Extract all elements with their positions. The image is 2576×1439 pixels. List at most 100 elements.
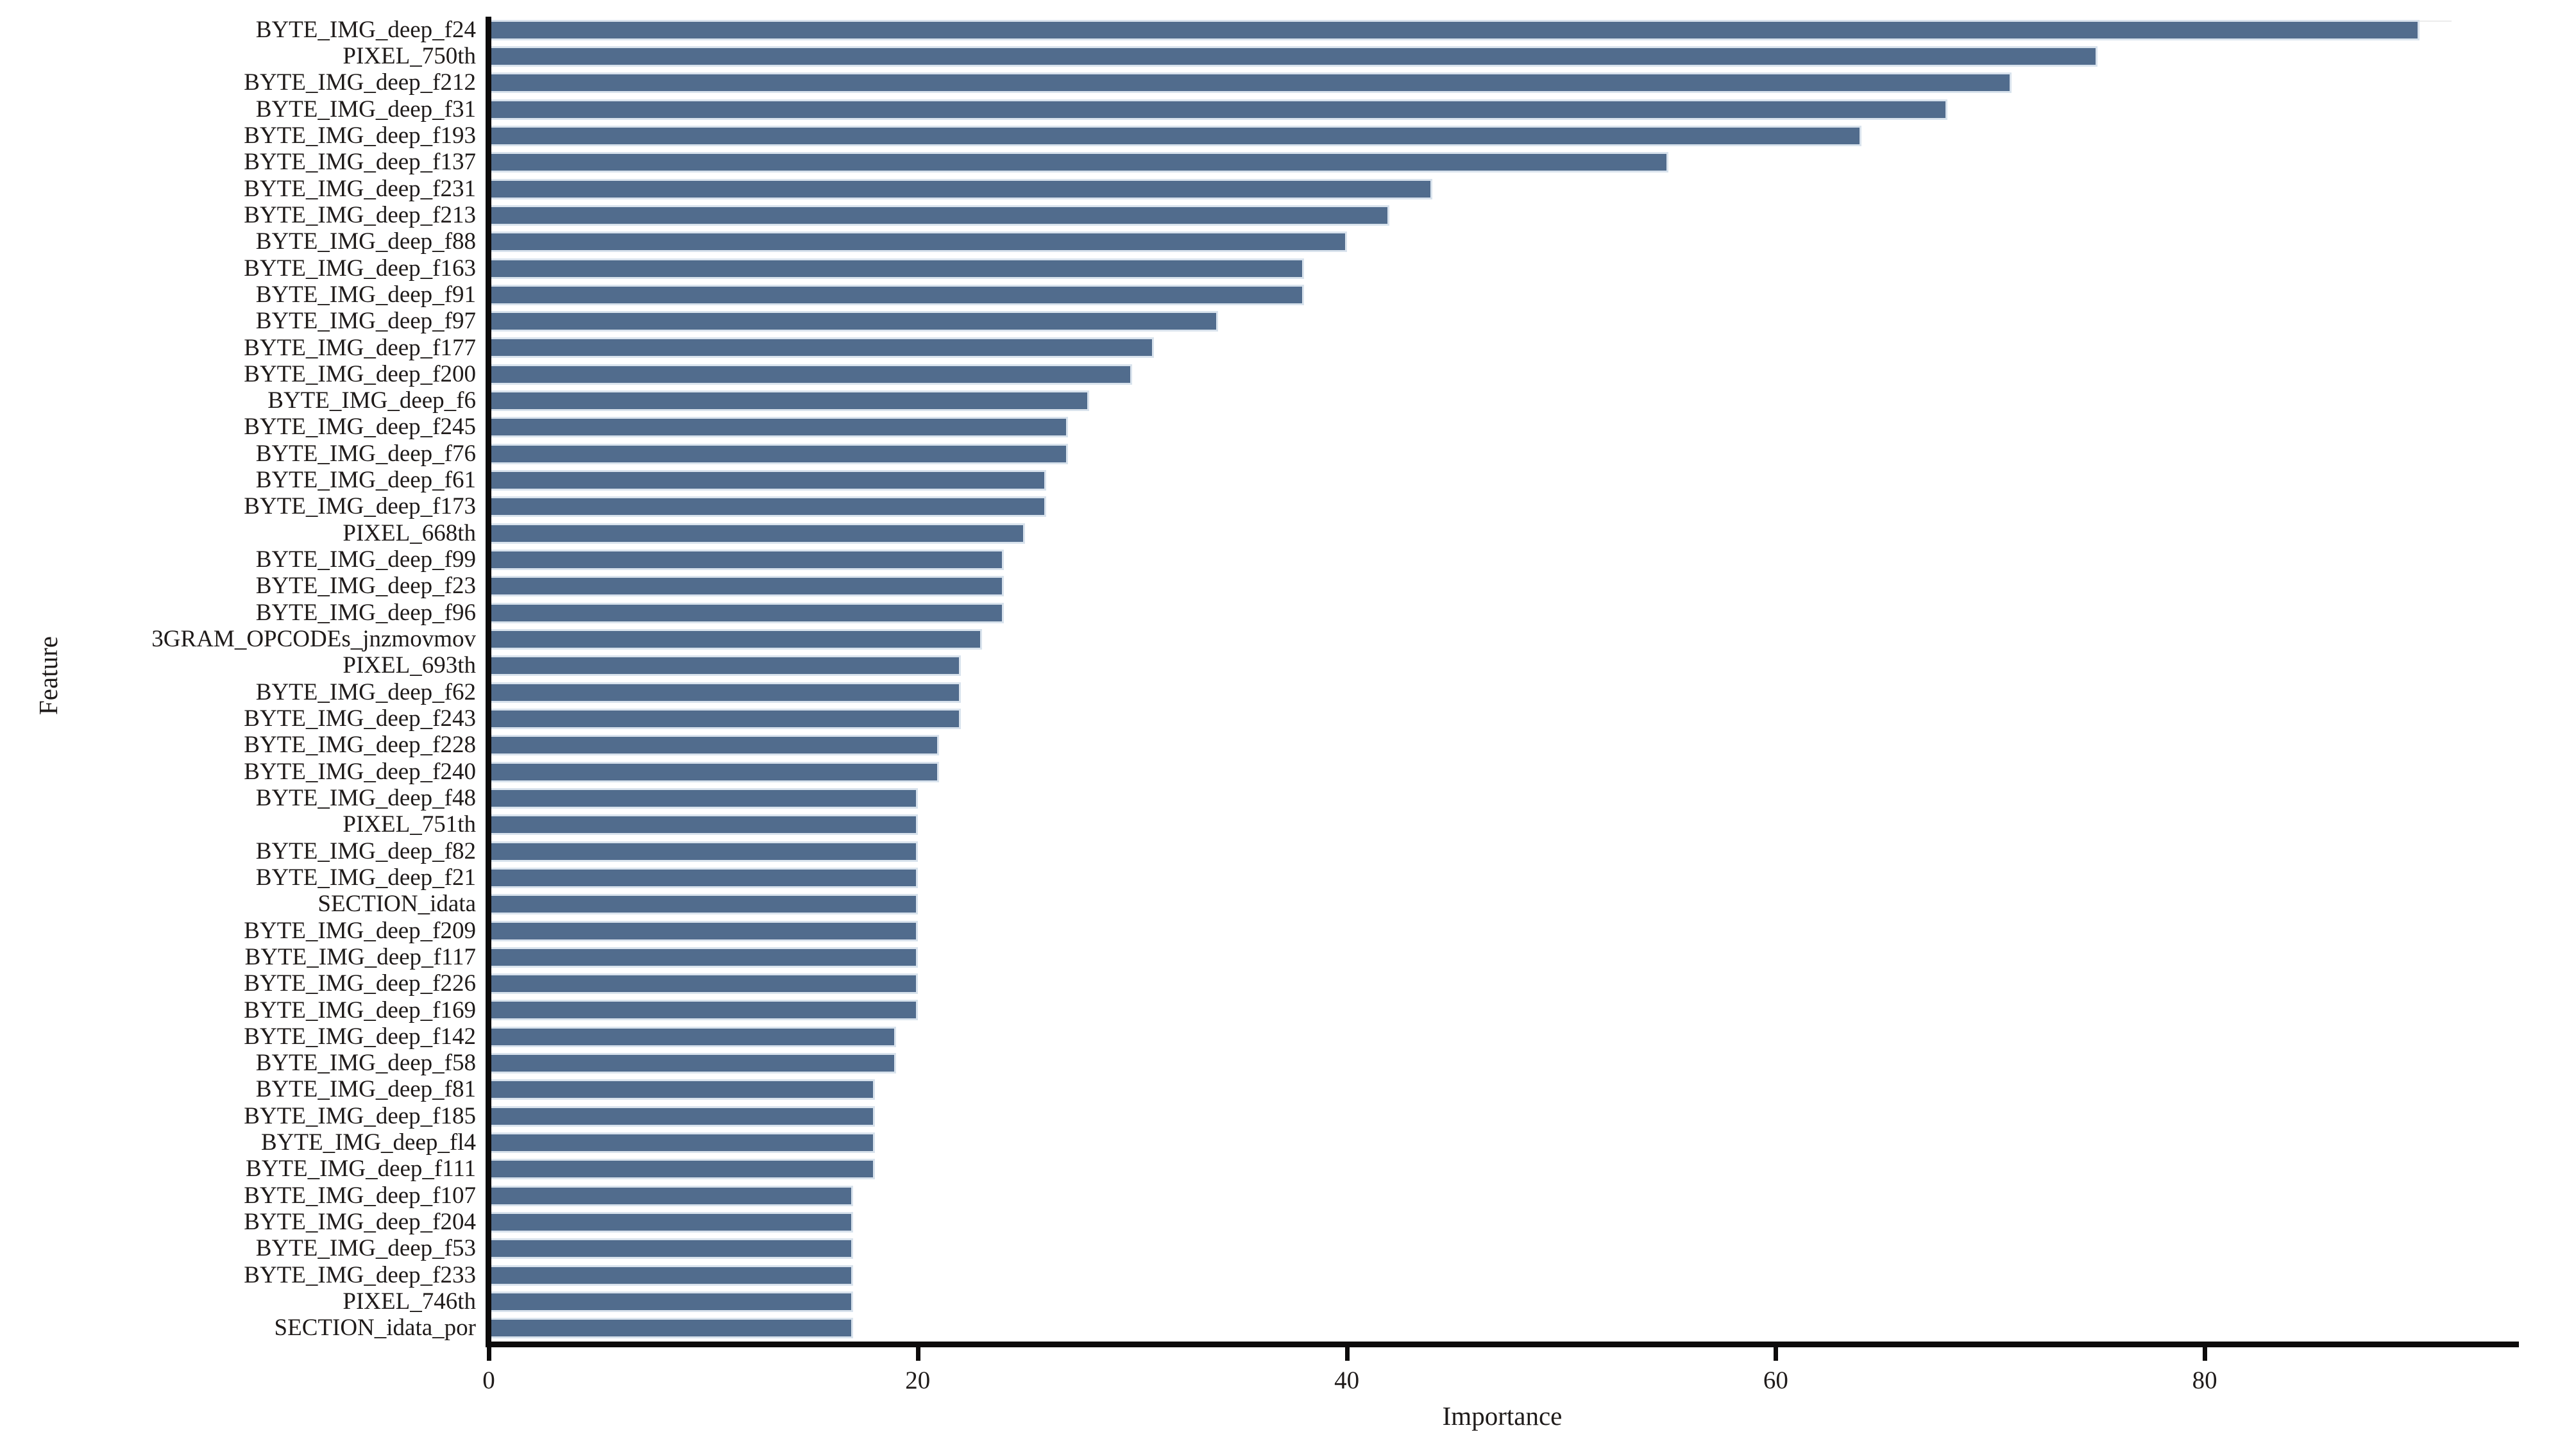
bar-row: BYTE_IMG_deep_f48 [256,785,2516,811]
bar-row: BYTE_IMG_deep_f163 [244,255,2516,282]
category-label: BYTE_IMG_deep_f177 [244,334,476,361]
bar-row: BYTE_IMG_deep_f209 [244,918,2516,944]
bar [487,1185,854,1206]
bar [487,178,1433,199]
bar-row: BYTE_IMG_deep_f82 [256,838,2516,864]
bar-row: BYTE_IMG_deep_f243 [244,705,2516,732]
category-label: PIXEL_668th [343,519,476,546]
bar [487,973,918,995]
bar [487,152,1669,173]
bar [487,1053,897,1074]
bar-row: BYTE_IMG_deep_f137 [244,149,2516,176]
category-label: PIXEL_693th [343,652,476,679]
bar [487,231,1347,253]
bar-row: BYTE_IMG_deep_f173 [244,493,2516,520]
x-axis-title: Importance [1442,1401,1563,1431]
x-tick-label: 80 [2192,1367,2217,1394]
bar-row: PIXEL_746th [343,1288,2516,1315]
category-label: BYTE_IMG_deep_f142 [244,1023,476,1050]
category-label: BYTE_IMG_deep_f231 [244,175,476,202]
bar-row: BYTE_IMG_deep_f81 [256,1076,2516,1103]
x-tick [487,1347,491,1361]
bar-row: BYTE_IMG_deep_f193 [244,122,2516,149]
bar-row: BYTE_IMG_deep_f233 [244,1262,2516,1288]
bar [487,46,2097,67]
x-tick [1344,1347,1350,1361]
x-tick-label: 60 [1763,1367,1788,1394]
bar-row: SECTION_idata [318,891,2516,918]
category-label: BYTE_IMG_deep_f117 [244,943,476,970]
bar-row: BYTE_IMG_deep_f212 [244,69,2516,96]
bar-row: PIXEL_750th [343,43,2516,69]
category-label: BYTE_IMG_deep_f213 [244,201,476,228]
bar-row: BYTE_IMG_deep_f117 [245,944,2516,970]
bar-row: BYTE_IMG_deep_f228 [244,732,2516,759]
bar-row: BYTE_IMG_deep_f21 [256,864,2516,891]
category-label: BYTE_IMG_deep_f233 [244,1261,476,1288]
bar-row: BYTE_IMG_deep_f76 [256,441,2516,467]
bar-row: BYTE_IMG_deep_f58 [256,1050,2516,1076]
bar [487,602,1004,623]
bar [487,19,2419,40]
category-label: BYTE_IMG_deep_f24 [255,16,476,43]
category-label: BYTE_IMG_deep_fl4 [261,1129,476,1156]
bar-row: BYTE_IMG_deep_f6 [267,387,2516,414]
bar [487,1132,875,1154]
category-label: 3GRAM_OPCODEs_jnzmovmov [151,626,476,653]
bar [487,735,940,756]
category-label: BYTE_IMG_deep_f245 [244,414,476,441]
category-label: BYTE_IMG_deep_f209 [244,917,476,944]
bar-row: BYTE_IMG_deep_f111 [246,1156,2516,1182]
bar [487,1079,875,1100]
bar [487,311,1218,332]
category-label: PIXEL_751th [343,811,476,838]
bar-row: BYTE_IMG_deep_f24 [256,17,2516,43]
bar-row: BYTE_IMG_deep_f96 [256,600,2516,626]
bar-row: BYTE_IMG_deep_f31 [256,96,2516,122]
bar [487,523,1025,544]
x-tick-label: 20 [905,1367,931,1394]
category-label: BYTE_IMG_deep_f212 [244,69,476,96]
bar [487,496,1047,518]
bar-row: 3GRAM_OPCODEs_jnzmovmov [151,626,2516,652]
category-label: BYTE_IMG_deep_f88 [255,228,476,255]
bar-row: PIXEL_668th [343,520,2516,546]
bar-row: SECTION_idata_por [275,1315,2516,1342]
bar [487,417,1068,438]
bar [487,1026,897,1047]
bar [487,682,961,703]
category-label: BYTE_IMG_deep_f204 [244,1209,476,1236]
category-label: BYTE_IMG_deep_f200 [244,360,476,387]
bar [487,258,1304,279]
x-tick [1774,1347,1779,1361]
category-label: BYTE_IMG_deep_f226 [244,970,476,997]
bar-row: BYTE_IMG_deep_f61 [256,467,2516,493]
bar [487,125,1862,146]
category-label: BYTE_IMG_deep_f91 [255,281,476,308]
bar [487,947,918,968]
bar [487,550,1004,571]
bar [487,1318,854,1339]
bar [487,787,918,809]
category-label: BYTE_IMG_deep_f82 [255,837,476,864]
bar [487,443,1068,464]
category-label: BYTE_IMG_deep_f193 [244,122,476,149]
category-label: PIXEL_750th [343,42,476,69]
category-label: BYTE_IMG_deep_f169 [244,997,476,1023]
x-tick [915,1347,920,1361]
bar-row: BYTE_IMG_deep_f91 [256,282,2516,308]
bar [487,1106,875,1127]
bar-row: BYTE_IMG_deep_f62 [256,679,2516,705]
bar [487,364,1133,385]
bar [487,1159,875,1180]
category-label: PIXEL_746th [343,1288,476,1315]
category-label: BYTE_IMG_deep_f185 [244,1102,476,1129]
category-label: BYTE_IMG_deep_f228 [244,732,476,759]
category-label: BYTE_IMG_deep_f58 [255,1050,476,1077]
category-label: BYTE_IMG_deep_f21 [255,864,476,891]
category-label: BYTE_IMG_deep_f53 [255,1235,476,1262]
bar [487,708,961,729]
y-axis-line [486,17,491,1347]
bar [487,761,940,782]
